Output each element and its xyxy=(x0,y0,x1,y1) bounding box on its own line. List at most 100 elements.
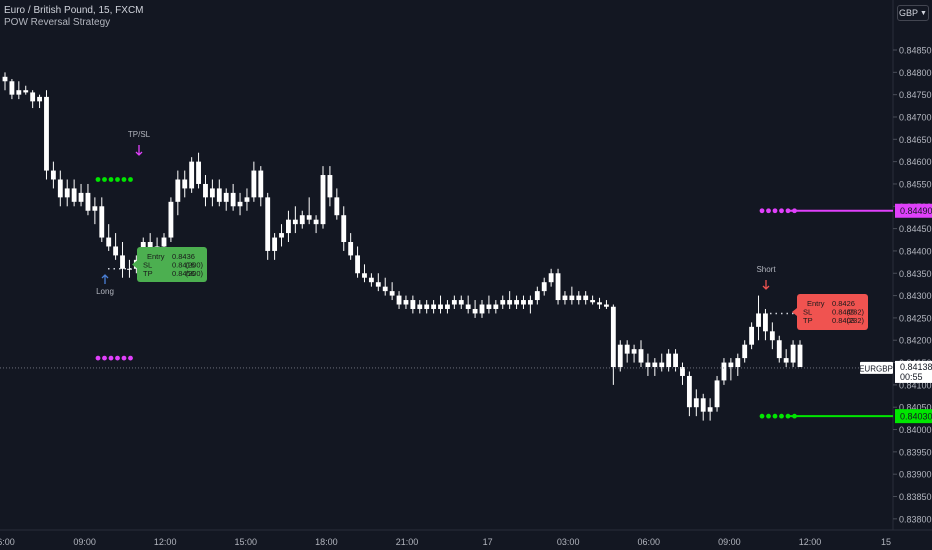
candle-body[interactable] xyxy=(445,304,450,309)
candle-body[interactable] xyxy=(362,273,367,278)
candle-body[interactable] xyxy=(30,92,36,102)
candle-body[interactable] xyxy=(500,300,506,305)
candle-body[interactable] xyxy=(9,81,15,95)
candle-body[interactable] xyxy=(728,362,734,368)
candle-body[interactable] xyxy=(223,192,229,202)
candle-body[interactable] xyxy=(797,344,803,368)
candle-body[interactable] xyxy=(272,237,278,251)
candle-body[interactable] xyxy=(783,358,789,363)
candle-body[interactable] xyxy=(624,344,630,354)
candle-body[interactable] xyxy=(576,295,582,301)
candle-body[interactable] xyxy=(590,300,596,303)
candle-body[interactable] xyxy=(410,300,416,309)
candle-body[interactable] xyxy=(2,76,8,82)
candle-body[interactable] xyxy=(320,175,326,225)
candle-body[interactable] xyxy=(286,219,291,234)
candle-body[interactable] xyxy=(396,295,402,305)
candle-body[interactable] xyxy=(583,295,589,301)
candle-body[interactable] xyxy=(472,308,478,314)
candle-body[interactable] xyxy=(638,349,644,363)
candle-body[interactable] xyxy=(71,188,77,202)
candle-body[interactable] xyxy=(216,188,222,202)
candle-body[interactable] xyxy=(756,313,761,327)
candle-body[interactable] xyxy=(735,358,741,368)
candle-body[interactable] xyxy=(714,380,720,408)
currency-selector[interactable]: GBP ▼ xyxy=(897,5,929,21)
candle-body[interactable] xyxy=(244,197,250,202)
candle-body[interactable] xyxy=(258,170,264,198)
candle-body[interactable] xyxy=(666,353,672,368)
candle-body[interactable] xyxy=(610,306,616,368)
candle-body[interactable] xyxy=(465,304,471,309)
candle-body[interactable] xyxy=(389,291,395,296)
candle-body[interactable] xyxy=(749,326,755,345)
candle-body[interactable] xyxy=(527,300,533,305)
short-trade-box[interactable]: Entry 0.8426 SL 0.8449(232) TP 0.8403(232) xyxy=(792,294,868,330)
candle-body[interactable] xyxy=(721,362,727,381)
candle-body[interactable] xyxy=(763,313,768,332)
candle-body[interactable] xyxy=(521,300,526,305)
candle-body[interactable] xyxy=(127,268,132,270)
candle-body[interactable] xyxy=(334,197,340,216)
candle-body[interactable] xyxy=(189,161,195,189)
candle-body[interactable] xyxy=(645,362,651,368)
candle-body[interactable] xyxy=(230,192,236,207)
candle-body[interactable] xyxy=(790,344,796,363)
strategy-name[interactable]: POW Reversal Strategy xyxy=(4,17,111,28)
candle-body[interactable] xyxy=(64,188,70,198)
candle-body[interactable] xyxy=(44,96,49,171)
candle-body[interactable] xyxy=(652,362,658,368)
candle-body[interactable] xyxy=(120,255,125,269)
candle-body[interactable] xyxy=(306,215,312,220)
candle-body[interactable] xyxy=(403,300,409,305)
candle-body[interactable] xyxy=(479,304,485,314)
candle-body[interactable] xyxy=(113,246,119,256)
candle-body[interactable] xyxy=(458,300,464,305)
candle-body[interactable] xyxy=(85,192,91,211)
candle-body[interactable] xyxy=(548,273,554,283)
candle-body[interactable] xyxy=(355,255,360,274)
candle-body[interactable] xyxy=(451,300,457,305)
candle-body[interactable] xyxy=(555,273,561,301)
candle-body[interactable] xyxy=(99,206,105,238)
candle-body[interactable] xyxy=(37,96,42,102)
candle-body[interactable] xyxy=(659,362,665,368)
candle-body[interactable] xyxy=(147,242,153,251)
candle-body[interactable] xyxy=(251,170,257,198)
candle-body[interactable] xyxy=(617,344,623,368)
candle-body[interactable] xyxy=(265,197,271,251)
candle-body[interactable] xyxy=(424,304,430,309)
candle-body[interactable] xyxy=(175,179,181,202)
long-trade-box[interactable]: Entry 0.8436 SL 0.8416(200) TP 0.8456(200) xyxy=(132,247,207,282)
candle-body[interactable] xyxy=(313,219,319,225)
candle-body[interactable] xyxy=(514,300,519,305)
candle-body[interactable] xyxy=(299,215,305,225)
candle-body[interactable] xyxy=(534,291,540,301)
candle-body[interactable] xyxy=(348,242,354,256)
candle-body[interactable] xyxy=(742,344,748,359)
candle-body[interactable] xyxy=(541,282,547,292)
candle-body[interactable] xyxy=(438,304,443,309)
candle-body[interactable] xyxy=(106,237,112,247)
candle-body[interactable] xyxy=(707,407,713,412)
candle-body[interactable] xyxy=(78,192,84,202)
candle-body[interactable] xyxy=(92,206,98,211)
candle-body[interactable] xyxy=(375,282,381,287)
candle-body[interactable] xyxy=(327,175,333,198)
candle-body[interactable] xyxy=(673,353,678,368)
candle-body[interactable] xyxy=(279,233,284,238)
candle-body[interactable] xyxy=(507,300,513,305)
candle-body[interactable] xyxy=(776,340,782,359)
candle-body[interactable] xyxy=(292,219,298,225)
candle-body[interactable] xyxy=(569,295,575,301)
candle-body[interactable] xyxy=(417,304,423,309)
candle-body[interactable] xyxy=(57,179,63,198)
candle-body[interactable] xyxy=(769,331,775,341)
candle-body[interactable] xyxy=(700,398,706,412)
candle-body[interactable] xyxy=(196,161,201,184)
candle-body[interactable] xyxy=(23,90,29,93)
candle-body[interactable] xyxy=(562,295,568,301)
candle-body[interactable] xyxy=(237,201,243,207)
candle-body[interactable] xyxy=(597,302,602,305)
